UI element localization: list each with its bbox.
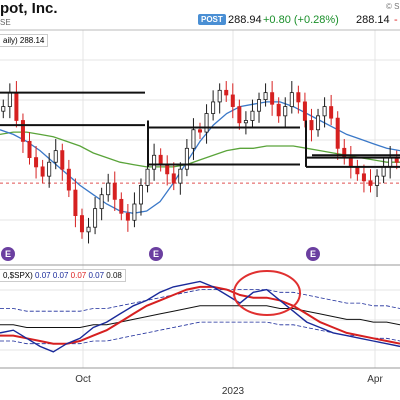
- candle-up: [184, 147, 189, 170]
- candle-down: [270, 92, 275, 105]
- candle-up: [53, 150, 58, 163]
- highlight-circle-annotation: [233, 270, 301, 316]
- candle-up: [388, 157, 393, 168]
- x-tick-label: Apr: [367, 374, 383, 385]
- earnings-marker-2[interactable]: E: [149, 247, 163, 261]
- oscillator-upper-band: [0, 289, 400, 312]
- candle-up: [152, 154, 157, 170]
- candle-up: [191, 129, 196, 149]
- candle-down: [14, 92, 19, 121]
- candle-down: [34, 157, 39, 168]
- candle-down: [361, 173, 366, 182]
- candle-up: [283, 106, 288, 117]
- oscillator-panel: [0, 270, 400, 353]
- candle-up: [322, 106, 327, 117]
- candle-up: [178, 168, 183, 184]
- candle-down: [112, 182, 117, 200]
- candle-up: [93, 208, 98, 228]
- exchange-label: SE: [0, 18, 11, 27]
- candle-up: [375, 175, 380, 186]
- candle-down: [66, 168, 71, 191]
- candle-down: [237, 106, 242, 124]
- candle-down: [125, 212, 130, 221]
- oscillator-value-4: 0.07: [88, 271, 105, 280]
- candle-down: [158, 154, 163, 165]
- candle-down: [355, 166, 360, 175]
- candle-down: [296, 92, 301, 103]
- candle-up: [204, 113, 209, 133]
- candle-up: [250, 110, 255, 121]
- post-market-price: 288.94: [228, 14, 262, 26]
- candle-up: [86, 226, 91, 233]
- candle-down: [27, 140, 32, 159]
- candle-up: [106, 182, 111, 196]
- candle-up: [1, 106, 6, 112]
- candle-down: [73, 189, 78, 217]
- candle-down: [230, 94, 235, 107]
- long-moving-average-line: [0, 131, 400, 168]
- candle-up: [289, 92, 294, 107]
- oscillator-long-average: [0, 305, 400, 328]
- candle-down: [197, 129, 202, 133]
- candle-up: [99, 194, 104, 210]
- candle-up: [257, 99, 262, 112]
- oscillator-value-1: 0.07: [35, 271, 51, 280]
- price-panel: [0, 81, 400, 244]
- candle-down: [20, 120, 25, 142]
- earnings-marker-3[interactable]: E: [306, 247, 320, 261]
- candle-up: [132, 203, 137, 221]
- candle-up: [47, 161, 52, 177]
- candle-down: [368, 180, 373, 186]
- candle-up: [138, 185, 143, 205]
- candle-down: [276, 103, 281, 117]
- candle-down: [309, 120, 314, 131]
- grid-lines: [0, 29, 400, 369]
- oscillator-value-3: 0.07: [70, 271, 87, 280]
- oscillator-legend-prefix: 0,$SPX): [3, 271, 33, 280]
- earnings-marker-1[interactable]: E: [1, 247, 15, 261]
- oscillator-value-5: 0.08: [106, 271, 122, 280]
- x-tick-label: 2023: [222, 386, 245, 397]
- candle-up: [263, 92, 268, 100]
- candle-up: [145, 168, 150, 186]
- candle-down: [348, 157, 353, 168]
- candle-down: [335, 117, 340, 149]
- last-change: -: [394, 14, 398, 26]
- candle-up: [243, 120, 248, 124]
- candle-down: [40, 166, 45, 177]
- candle-down: [60, 150, 65, 170]
- x-tick-label: Oct: [75, 374, 91, 385]
- company-name: pot, Inc.: [0, 0, 58, 17]
- last-price: 288.14: [356, 14, 390, 26]
- short-moving-average-line: [0, 101, 400, 214]
- post-market-badge: POST: [198, 14, 226, 25]
- candle-down: [119, 198, 124, 214]
- candle-down: [79, 215, 84, 233]
- oscillator-value-2: 0.07: [52, 271, 69, 280]
- oscillator-line: [0, 280, 400, 353]
- candle-down: [171, 173, 176, 184]
- candle-up: [211, 101, 216, 114]
- oscillator-legend[interactable]: 0,$SPX) 0.07 0.07 0.07 0.07 0.08: [0, 269, 126, 282]
- time-axis: Oct 2023 Apr: [75, 374, 383, 397]
- candle-up: [381, 166, 386, 177]
- candle-up: [316, 115, 321, 131]
- candle-down: [165, 164, 170, 175]
- candle-down: [302, 101, 307, 121]
- candle-down: [224, 89, 229, 96]
- copyright-watermark: © S: [386, 2, 400, 11]
- candle-up: [7, 92, 12, 107]
- candle-down: [329, 106, 334, 119]
- post-market-change: +0.80 (+0.28%): [263, 14, 339, 26]
- price-legend[interactable]: aily) 288.14: [0, 34, 49, 47]
- candle-up: [217, 89, 222, 103]
